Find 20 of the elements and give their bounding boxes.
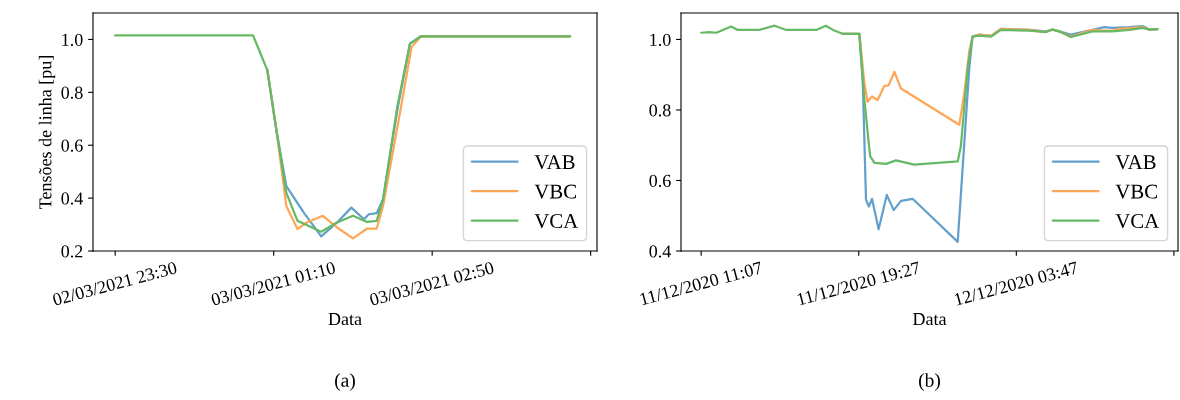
- y-tick-label: 0.2: [61, 245, 83, 258]
- y-tick-label: 0.8: [649, 104, 671, 117]
- legend-label: VBC: [1115, 184, 1157, 199]
- legend-label: VAB: [534, 155, 575, 170]
- y-tick-label: 0.6: [649, 174, 671, 187]
- legend-label: VAB: [1115, 155, 1156, 170]
- y-tick-label: 0.8: [61, 86, 83, 99]
- legend-label: VCA: [534, 214, 579, 229]
- y-tick-label: 0.6: [61, 139, 83, 152]
- x-axis-title: Data: [912, 313, 947, 326]
- y-axis-title: Tensões de linha [pu]: [38, 56, 56, 210]
- y-tick-label: 0.4: [61, 192, 83, 205]
- y-tick-label: 0.4: [649, 245, 671, 258]
- legend-label: VCA: [1115, 214, 1160, 229]
- y-tick-label: 1.0: [650, 33, 671, 46]
- text: (a): [335, 373, 355, 391]
- legend-label: VBC: [534, 184, 576, 199]
- x-axis-title: Data: [328, 313, 362, 326]
- y-tick-label: 1.0: [62, 33, 83, 46]
- text: (b): [919, 373, 940, 391]
